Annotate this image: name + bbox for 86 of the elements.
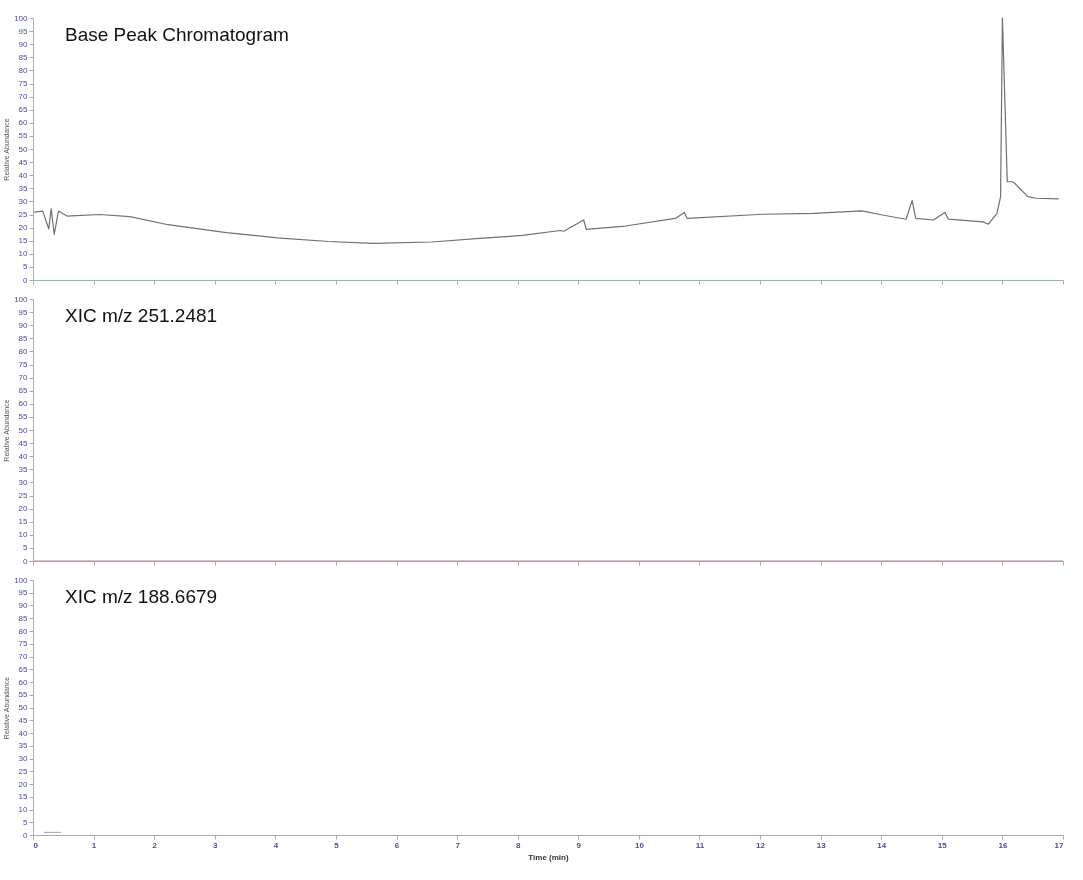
y-tick-label: 85 [18,613,29,623]
y-tick-label: 70 [18,373,29,383]
y-tick-label: 5 [23,262,29,272]
y-tick-label: 100 [14,13,29,23]
y-tick-label: 65 [18,664,29,674]
y-tick-label: 80 [18,65,29,75]
y-tick-label: 80 [18,626,29,636]
y-tick-label: 100 [14,575,29,585]
y-tick-label: 35 [18,741,29,751]
x-tick-label: 4 [273,840,279,850]
y-tick-label: 5 [23,543,29,553]
y-tick-label: 20 [18,504,29,514]
y-tick-label: 60 [18,677,29,687]
y-tick-label: 10 [18,249,29,259]
y-tick-label: 15 [18,517,29,527]
y-tick-label: 55 [18,412,29,422]
y-tick-label: 45 [18,438,29,448]
x-tick-label: 15 [937,840,948,850]
y-tick-label: 10 [18,805,29,814]
x-tick-label: 14 [877,840,887,850]
y-tick-label: 40 [18,451,29,461]
y-tick-label: 75 [18,639,29,649]
y-tick-label: 70 [18,652,29,661]
y-tick-label: 20 [18,223,29,233]
y-tick-label: 75 [18,79,29,88]
y-tick-label: 35 [18,464,29,474]
y-tick-label: 100 [14,294,29,304]
y-tick-label: 95 [18,588,29,598]
x-tick-label: 11 [695,840,705,850]
y-tick-label: 40 [18,728,29,738]
y-tick-label: 25 [18,210,29,219]
x-tick-label: 9 [576,840,582,850]
y-tick-label: 95 [18,26,29,36]
x-tick-label: 13 [816,840,827,850]
chart-title: Base Peak Chromatogram [65,24,289,45]
x-tick-label: 7 [455,840,461,850]
y-tick-label: 25 [18,491,29,500]
y-tick-label: 45 [18,157,29,167]
x-tick-label: 5 [334,840,340,850]
y-tick-label: 55 [18,690,29,700]
y-tick-label: 55 [18,131,29,141]
y-tick-label: 0 [23,556,29,566]
x-tick-label: 8 [515,840,521,850]
y-tick-label: 30 [18,477,29,487]
x-axis-title: Time (min) [528,852,569,862]
y-tick-label: 50 [18,425,29,435]
y-tick-label: 25 [18,766,29,776]
y-tick-label: 45 [18,715,29,725]
y-tick-label: 80 [18,346,29,356]
y-tick-label: 20 [18,779,29,789]
y-tick-label: 90 [18,320,29,330]
line-series [33,17,1060,244]
y-tick-label: 90 [18,601,29,610]
y-tick-label: 65 [18,105,29,115]
y-tick-label: 30 [18,754,29,763]
y-tick-label: 0 [23,275,29,285]
x-tick-label: 0 [33,840,39,850]
y-tick-label: 60 [18,399,29,409]
y-tick-label: 30 [18,196,29,206]
y-tick-label: 85 [18,333,29,343]
y-tick-label: 95 [18,307,29,317]
chart-title: XIC m/z 251.2481 [65,305,218,326]
y-tick-label: 90 [18,39,29,49]
x-tick-label: 10 [634,840,645,850]
y-tick-label: 60 [18,118,29,128]
y-tick-label: 75 [18,360,29,369]
y-tick-label: 50 [18,703,29,712]
x-tick-label: 2 [152,840,158,850]
x-tick-label: 12 [756,840,766,850]
chart-title: XIC m/z 188.6679 [65,586,218,607]
x-tick-label: 1 [91,840,97,850]
y-tick-label: 0 [23,830,29,840]
y-tick-label: 35 [18,183,29,193]
x-tick-label: 16 [998,840,1008,850]
y-tick-label: 10 [18,530,29,540]
y-tick-label: 85 [18,52,29,62]
y-tick-label: 70 [18,92,29,102]
y-tick-label: 15 [18,236,29,246]
y-tick-label: 5 [23,817,29,827]
y-tick-label: 40 [18,170,29,180]
x-tick-label: 6 [394,840,400,850]
y-tick-label: 65 [18,386,29,396]
y-tick-label: 15 [18,792,29,802]
x-tick-label: 17 [1054,840,1065,850]
x-tick-label: 3 [213,840,219,850]
y-tick-label: 50 [18,144,29,154]
